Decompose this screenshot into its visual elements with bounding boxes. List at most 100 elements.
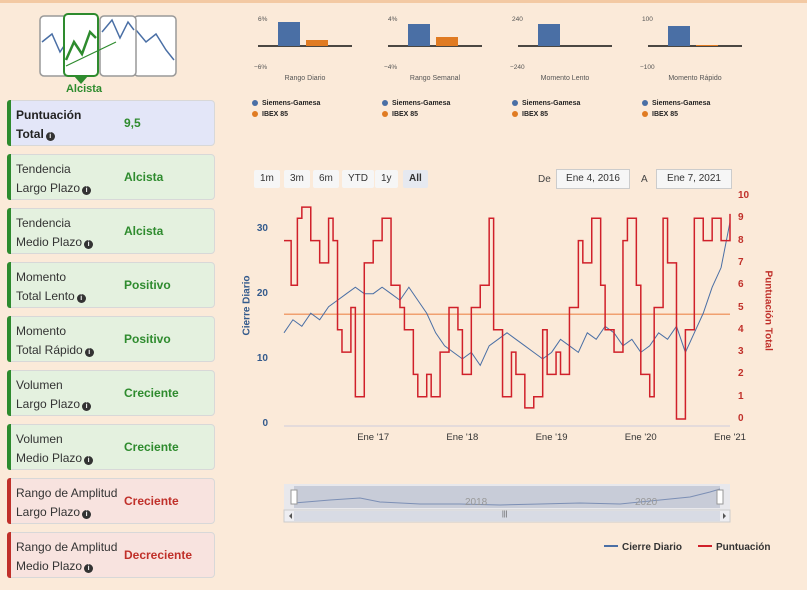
right-axis-tick: 9 [738, 212, 744, 224]
x-axis-tick: Ene '20 [624, 432, 657, 443]
trend-label: Alcista [65, 83, 103, 95]
mini-bar-siemens [538, 24, 560, 46]
navigator-selection[interactable] [294, 486, 720, 508]
card-title-line2: Largo Plazo i [16, 505, 92, 519]
card-title-line1: Tendencia [16, 162, 71, 176]
indicator-card[interactable]: Momento Total Lento i Positivo [7, 262, 215, 308]
card-accent-bar [7, 532, 11, 578]
card-accent-bar [7, 370, 11, 416]
navigator-right-handle[interactable] [716, 489, 724, 505]
mini-legend-ibex[interactable]: IBEX 85 [252, 111, 288, 118]
mini-bar-ibex [696, 45, 718, 46]
mini-legend-siemens[interactable]: Siemens-Gamesa [252, 100, 320, 107]
indicator-card[interactable]: Rango de Amplitud Medio Plazo i Decreciente [7, 532, 215, 578]
card-title-line1: Momento [16, 270, 67, 284]
range-button[interactable]: 1m [254, 170, 280, 188]
card-title-line1: Volumen [16, 378, 63, 392]
card-title-line2: Total i [16, 127, 55, 141]
navigator-label-2020: 2020 [635, 497, 658, 508]
card-accent-bar [7, 316, 11, 362]
legend-item-cierre[interactable]: Cierre Diario [604, 542, 682, 553]
indicator-card[interactable]: Tendencia Medio Plazo i Alcista [7, 208, 215, 254]
mini-chart-max: 6% [258, 16, 268, 23]
trend-icon-group: Alcista [38, 12, 180, 98]
range-button[interactable]: YTD [342, 170, 374, 188]
scrollbar-thumb[interactable] [294, 511, 720, 521]
mini-chart: 6% −6% Rango Diario Siemens-Gamesa IBEX 85 [250, 14, 360, 124]
mini-chart-plot [518, 24, 612, 47]
right-axis-tick: 5 [738, 301, 744, 313]
indicator-card[interactable]: Momento Total Rápido i Positivo [7, 316, 215, 362]
mini-bar-ibex [306, 40, 328, 46]
mini-chart-title: Rango Diario [284, 75, 326, 82]
scroll-left-arrow[interactable] [289, 513, 292, 519]
mini-legend-siemens[interactable]: Siemens-Gamesa [512, 100, 580, 107]
to-date-input[interactable]: Ene 7, 2021 [656, 169, 732, 189]
card-title-line2: Total Lento i [16, 289, 86, 303]
legend-item-puntuacion[interactable]: Puntuación [698, 542, 770, 553]
card-accent-bar [7, 424, 11, 470]
mini-chart-min: −240 [510, 64, 525, 71]
navigator-left-handle[interactable] [290, 489, 298, 505]
right-axis-tick: 3 [738, 346, 744, 358]
mini-chart-plot [388, 24, 482, 47]
indicator-card[interactable]: Volumen Medio Plazo i Creciente [7, 424, 215, 470]
indicator-card[interactable]: Volumen Largo Plazo i Creciente [7, 370, 215, 416]
x-axis-tick: Ene '21 [714, 432, 746, 443]
info-icon[interactable]: i [84, 348, 94, 357]
info-icon[interactable]: i [84, 564, 94, 573]
mini-chart-title: Momento Rápido [668, 75, 722, 82]
from-date-input[interactable]: Ene 4, 2016 [556, 169, 630, 189]
indicator-card[interactable]: Rango de Amplitud Largo Plazo i Creciente [7, 478, 215, 524]
right-axis-tick: 10 [738, 190, 750, 201]
card-title-line2: Medio Plazo i [16, 451, 94, 465]
mini-legend-ibex[interactable]: IBEX 85 [512, 111, 548, 118]
card-value: Creciente [124, 440, 179, 454]
to-label: A [641, 174, 648, 185]
card-accent-bar [7, 478, 11, 524]
x-axis-tick: Ene '19 [535, 432, 568, 443]
card-title-line1: Volumen [16, 432, 63, 446]
info-icon[interactable]: i [82, 510, 92, 519]
card-title-line1: Rango de Amplitud [16, 486, 118, 500]
scrollbar-grip-icon[interactable]: ||| [502, 511, 508, 518]
info-icon[interactable]: i [84, 240, 94, 249]
mini-chart: 100 −100 Momento Rápido Siemens-Gamesa IBEX … [640, 14, 750, 124]
mini-legend-siemens[interactable]: Siemens-Gamesa [642, 100, 710, 107]
mini-chart-min: −4% [384, 64, 398, 71]
info-icon[interactable]: i [82, 402, 92, 411]
card-title-line2: Medio Plazo i [16, 235, 94, 249]
range-button[interactable]: All [403, 170, 428, 188]
left-axis-tick: 20 [256, 287, 268, 299]
indicator-card[interactable]: Tendencia Largo Plazo i Alcista [7, 154, 215, 200]
mini-chart-title: Rango Semanal [409, 75, 461, 82]
card-value: Alcista [124, 170, 164, 184]
mini-legend-siemens[interactable]: Siemens-Gamesa [382, 100, 450, 107]
card-value: Creciente [124, 494, 179, 508]
range-button[interactable]: 1y [375, 170, 398, 188]
info-icon[interactable]: i [82, 186, 92, 195]
card-value: Alcista [124, 224, 164, 238]
indicator-card[interactable]: Puntuación Total i 9,5 [7, 100, 215, 146]
range-button[interactable]: 6m [313, 170, 339, 188]
mini-bar-ibex [436, 37, 458, 46]
range-button[interactable]: 3m [284, 170, 310, 188]
x-axis-tick: Ene '17 [357, 432, 390, 443]
mini-bar-siemens [668, 26, 690, 46]
card-value: Creciente [124, 386, 179, 400]
card-value: 9,5 [124, 116, 141, 130]
card-value: Positivo [124, 332, 171, 346]
mini-legend-ibex[interactable]: IBEX 85 [642, 111, 678, 118]
mini-legend-ibex[interactable]: IBEX 85 [382, 111, 418, 118]
right-axis-tick: 6 [738, 279, 744, 291]
info-icon[interactable]: i [84, 456, 94, 465]
card-title-line2: Total Rápido i [16, 343, 94, 357]
scroll-right-arrow[interactable] [723, 513, 726, 519]
card-title-line1: Tendencia [16, 216, 71, 230]
info-icon[interactable]: i [45, 132, 55, 141]
mini-chart-min: −100 [640, 64, 655, 71]
card-title-line2: Medio Plazo i [16, 559, 94, 573]
info-icon[interactable]: i [76, 294, 86, 303]
mini-chart-plot [648, 26, 742, 47]
